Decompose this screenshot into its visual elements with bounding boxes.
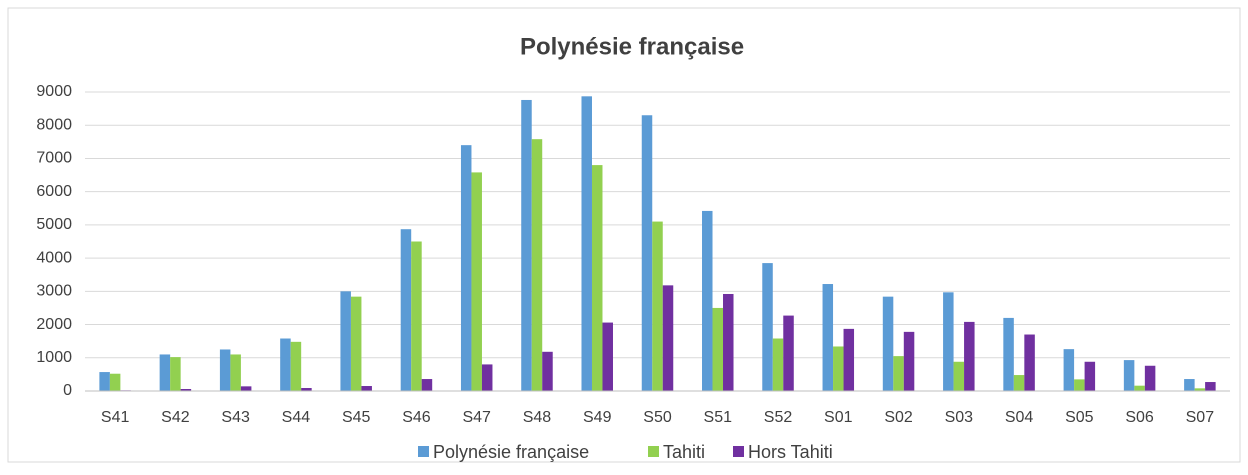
x-tick-label: S47 <box>462 409 491 426</box>
bar <box>843 328 855 391</box>
x-tick-label: S49 <box>583 409 612 426</box>
x-tick-label: S45 <box>342 409 371 426</box>
bar <box>400 229 412 391</box>
x-tick-label: S41 <box>101 409 130 426</box>
chart-frame <box>7 7 1241 463</box>
bar <box>833 346 844 391</box>
x-tick-label: S48 <box>523 409 552 426</box>
bar <box>109 373 121 391</box>
bar <box>301 388 312 391</box>
x-tick-label: S03 <box>945 409 974 426</box>
bar <box>240 386 252 391</box>
bar <box>170 357 181 391</box>
bar <box>1194 388 1206 391</box>
bar <box>652 221 663 391</box>
x-tick-label: S42 <box>161 409 190 426</box>
bar <box>481 364 493 391</box>
y-tick-label: 4000 <box>36 249 72 266</box>
bar <box>1063 349 1075 391</box>
x-tick-label: S51 <box>704 409 733 426</box>
x-tick-label: S05 <box>1065 409 1094 426</box>
bar <box>542 351 553 391</box>
bar <box>762 263 773 391</box>
bar <box>1024 334 1035 391</box>
y-tick-label: 8000 <box>36 116 72 133</box>
bar <box>460 145 472 391</box>
bar <box>1003 317 1014 391</box>
y-tick-label: 7000 <box>36 150 72 167</box>
bar <box>340 291 351 391</box>
bar <box>531 139 543 391</box>
bar <box>1074 379 1085 391</box>
y-tick-label: 2000 <box>36 316 72 333</box>
bar <box>290 341 302 391</box>
bar <box>159 354 171 391</box>
y-tick-label: 1000 <box>36 349 72 366</box>
bar <box>521 99 532 392</box>
bar <box>641 115 653 391</box>
chart-title: Polynésie française <box>520 33 744 60</box>
legend-swatch <box>648 446 659 457</box>
x-tick-label: S02 <box>884 409 913 426</box>
x-tick-label: S06 <box>1125 409 1154 426</box>
x-tick-label: S50 <box>643 409 672 426</box>
bar <box>411 241 422 391</box>
legend-label: Hors Tahiti <box>748 442 833 462</box>
bar <box>1144 365 1156 391</box>
bar <box>882 296 894 391</box>
y-tick-label: 6000 <box>36 183 72 200</box>
bar <box>421 379 433 391</box>
x-tick-label: S04 <box>1005 409 1034 426</box>
y-tick-label: 0 <box>63 382 72 399</box>
bar <box>964 321 975 391</box>
bar <box>1013 375 1025 391</box>
bar <box>280 338 291 391</box>
bar <box>772 338 784 391</box>
legend-label: Tahiti <box>663 442 705 462</box>
y-tick-label: 9000 <box>36 83 72 100</box>
bar <box>1134 385 1145 391</box>
bar <box>99 372 110 391</box>
bar <box>712 307 724 391</box>
x-tick-label: S43 <box>221 409 250 426</box>
bar <box>591 165 603 391</box>
bar <box>783 315 794 391</box>
bar <box>350 296 362 391</box>
bar <box>893 356 904 391</box>
x-tick-label: S01 <box>824 409 853 426</box>
bar <box>723 293 734 391</box>
bar <box>602 322 613 391</box>
bar <box>903 331 915 391</box>
bar <box>1184 379 1195 391</box>
y-tick-label: 3000 <box>36 283 72 300</box>
bar <box>230 354 241 391</box>
bar <box>471 172 482 391</box>
bar <box>822 284 834 391</box>
x-tick-label: S52 <box>764 409 793 426</box>
bar <box>361 386 372 391</box>
x-tick-label: S07 <box>1186 409 1215 426</box>
bar <box>219 349 231 391</box>
bar <box>1123 360 1135 391</box>
bar <box>1084 361 1096 391</box>
bar <box>943 292 954 391</box>
bar <box>1205 382 1216 391</box>
y-tick-label: 5000 <box>36 216 72 233</box>
bar <box>953 361 965 391</box>
bar <box>180 389 192 391</box>
legend-swatch <box>418 446 429 457</box>
bar <box>662 285 674 391</box>
legend-swatch <box>733 446 744 457</box>
x-tick-label: S46 <box>402 409 431 426</box>
bar <box>702 210 713 391</box>
bar <box>581 96 592 392</box>
legend-label: Polynésie française <box>433 442 589 462</box>
x-tick-label: S44 <box>282 409 311 426</box>
